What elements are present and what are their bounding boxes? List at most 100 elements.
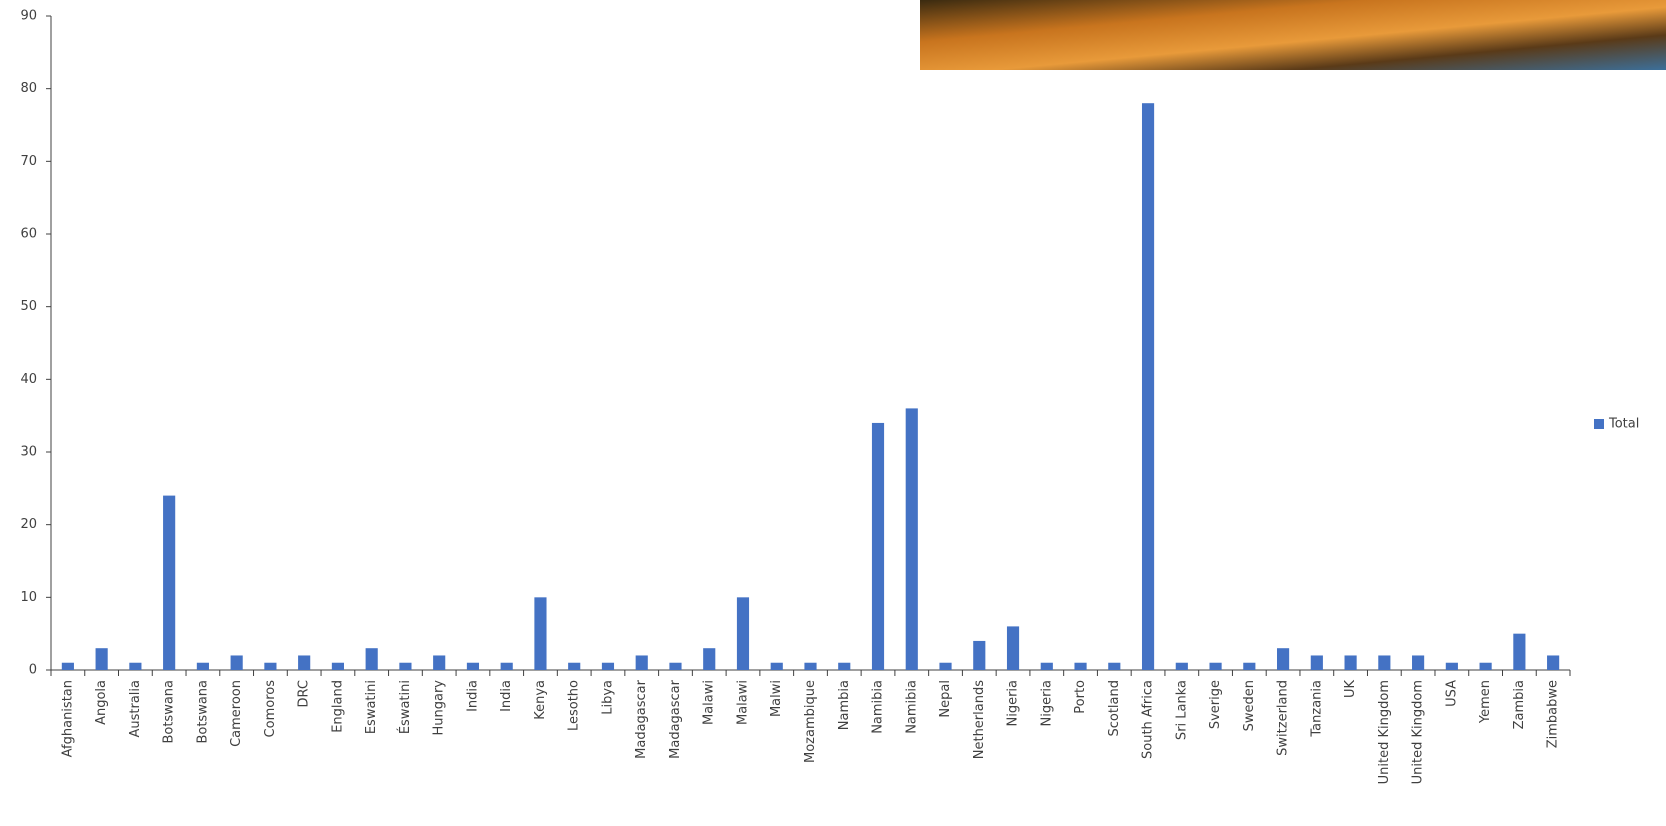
x-tick-label: Switzerland (1276, 680, 1291, 756)
bar (1141, 103, 1155, 670)
x-tick-label: South Africa (1141, 680, 1156, 759)
bar (1479, 662, 1492, 670)
y-tick-label: 20 (20, 517, 37, 532)
x-tick-label: India (499, 680, 514, 712)
bar (1108, 662, 1121, 670)
x-tick-label: Namibia (871, 680, 886, 734)
bar (466, 662, 480, 670)
x-tick-label: Éswatini (397, 680, 413, 734)
x-tick-label: Zimbabwe (1546, 680, 1561, 748)
x-tick-label: Netherlands (972, 680, 987, 759)
bar (669, 662, 682, 670)
x-tick-label: Lesotho (567, 680, 582, 731)
x-tick-label: Namibia (904, 680, 919, 734)
bar (1445, 662, 1458, 670)
y-tick-label: 30 (20, 445, 37, 460)
x-tick-label: Zambia (1512, 680, 1527, 729)
y-tick-label: 10 (20, 590, 37, 605)
legend-label: Total (1608, 417, 1639, 432)
bar (399, 662, 412, 670)
photo (920, 0, 1666, 70)
x-tick-label: Australia (128, 680, 143, 738)
x-tick-label: DRC (297, 680, 312, 707)
x-tick-label: United Kingdom (1411, 680, 1426, 784)
x-tick-label: Comoros (263, 680, 278, 738)
x-tick-label: Hungary (432, 680, 447, 736)
bar (905, 408, 918, 670)
bar (1547, 655, 1560, 670)
x-tick-label: Sweden (1242, 680, 1257, 731)
y-tick-label: 0 (29, 663, 37, 678)
bar (568, 662, 581, 670)
bar (298, 655, 311, 670)
bar (196, 662, 209, 670)
bar (1412, 655, 1425, 670)
y-tick-label: 40 (20, 372, 37, 387)
bar (1344, 655, 1357, 670)
y-tick-label: 60 (20, 227, 37, 242)
x-tick-label: Nepal (938, 680, 953, 718)
y-tick-label: 70 (20, 154, 37, 169)
x-tick-label: Porto (1073, 680, 1088, 714)
x-tick-label: Scotland (1107, 680, 1122, 737)
bar (95, 648, 108, 670)
bar (163, 495, 176, 670)
bar (1040, 662, 1053, 670)
bar (804, 662, 817, 670)
x-tick-label: Nambia (837, 680, 852, 730)
bar (973, 640, 986, 670)
bar (770, 662, 783, 670)
legend-swatch (1594, 419, 1604, 429)
x-tick-label: UK (1343, 680, 1358, 699)
x-tick-label: Botswana (162, 680, 177, 744)
x-tick-label: Malwi (769, 680, 784, 717)
y-tick-label: 50 (20, 299, 37, 314)
x-tick-label: Nigeria (1006, 680, 1021, 727)
x-tick-label: USA (1444, 680, 1459, 707)
bar (129, 662, 142, 670)
bar (1074, 662, 1087, 670)
bar (230, 655, 243, 670)
x-tick-label: Sverige (1208, 680, 1223, 729)
x-tick-label: Afghanistan (60, 680, 75, 757)
x-tick-label: Malawi (735, 680, 750, 725)
bar (1006, 626, 1020, 670)
bar (601, 662, 615, 670)
bar (1175, 662, 1188, 670)
bar (365, 648, 378, 670)
bar (61, 662, 74, 670)
bar (838, 662, 851, 670)
bar (1243, 662, 1256, 670)
y-tick-label: 80 (20, 81, 37, 96)
bar (534, 597, 547, 670)
x-tick-label: Malawi (702, 680, 717, 725)
bar (1513, 633, 1526, 670)
x-tick-label: Angola (94, 680, 109, 725)
y-tick-label: 90 (20, 9, 37, 24)
bar (635, 655, 648, 670)
x-tick-label: Tanzania (1309, 680, 1324, 738)
bar (433, 655, 446, 670)
x-tick-label: Libya (600, 680, 615, 715)
bar (939, 662, 952, 670)
bar (1310, 655, 1323, 670)
bar (500, 662, 513, 670)
bar (264, 662, 277, 670)
bar (331, 662, 344, 670)
x-tick-label: Madagascar (634, 679, 649, 759)
bar (1378, 655, 1391, 670)
x-tick-label: Nigeria (1039, 680, 1054, 727)
bar (1209, 662, 1222, 670)
x-tick-label: England (330, 680, 345, 733)
x-tick-label: Cameroon (229, 680, 244, 747)
bar (1277, 648, 1290, 670)
x-tick-label: United Kingdom (1377, 680, 1392, 784)
x-tick-label: Botswana (195, 680, 210, 744)
x-tick-label: Mozambique (803, 680, 818, 763)
bar (871, 422, 885, 670)
x-tick-label: Eswatini (364, 680, 379, 734)
bar (703, 648, 716, 670)
x-tick-label: Sri Lanka (1174, 680, 1189, 740)
bar (736, 597, 750, 670)
